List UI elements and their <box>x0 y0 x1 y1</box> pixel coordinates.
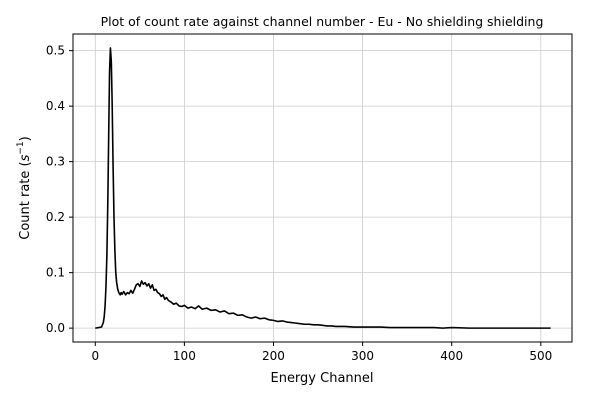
y-tick-label: 0.5 <box>46 44 65 58</box>
grid-layer <box>73 34 572 342</box>
y-tick-label: 0.4 <box>46 99 65 113</box>
x-tick-label: 500 <box>529 349 552 363</box>
chart-title: Plot of count rate against channel numbe… <box>101 14 544 29</box>
y-tick-label: 0.2 <box>46 210 65 224</box>
y-axis-label-main: Count rate ( <box>18 161 33 239</box>
x-tick-label: 400 <box>440 349 463 363</box>
x-tick-label: 300 <box>351 349 374 363</box>
x-axis-label: Energy Channel <box>270 371 373 386</box>
y-axis-label-unit: s <box>18 154 33 161</box>
y-axis-label: Count rate (s−1) <box>16 136 33 240</box>
x-tick-label: 200 <box>262 349 285 363</box>
y-tick-label: 0.3 <box>46 155 65 169</box>
y-tick-label: 0.0 <box>46 321 65 335</box>
y-axis-label-close: ) <box>18 136 33 141</box>
x-tick-label: 0 <box>91 349 99 363</box>
series-line <box>95 47 551 329</box>
x-tick-layer: 0 100 200 300 400 500 <box>91 342 552 363</box>
y-tick-layer: 0.0 0.1 0.2 0.3 0.4 0.5 <box>46 44 73 335</box>
x-tick-label: 100 <box>173 349 196 363</box>
y-axis-label-exponent: −1 <box>16 141 26 154</box>
plot-frame <box>72 33 573 343</box>
plot-area <box>73 34 572 342</box>
y-tick-label: 0.1 <box>46 266 65 280</box>
line-layer <box>95 47 551 329</box>
